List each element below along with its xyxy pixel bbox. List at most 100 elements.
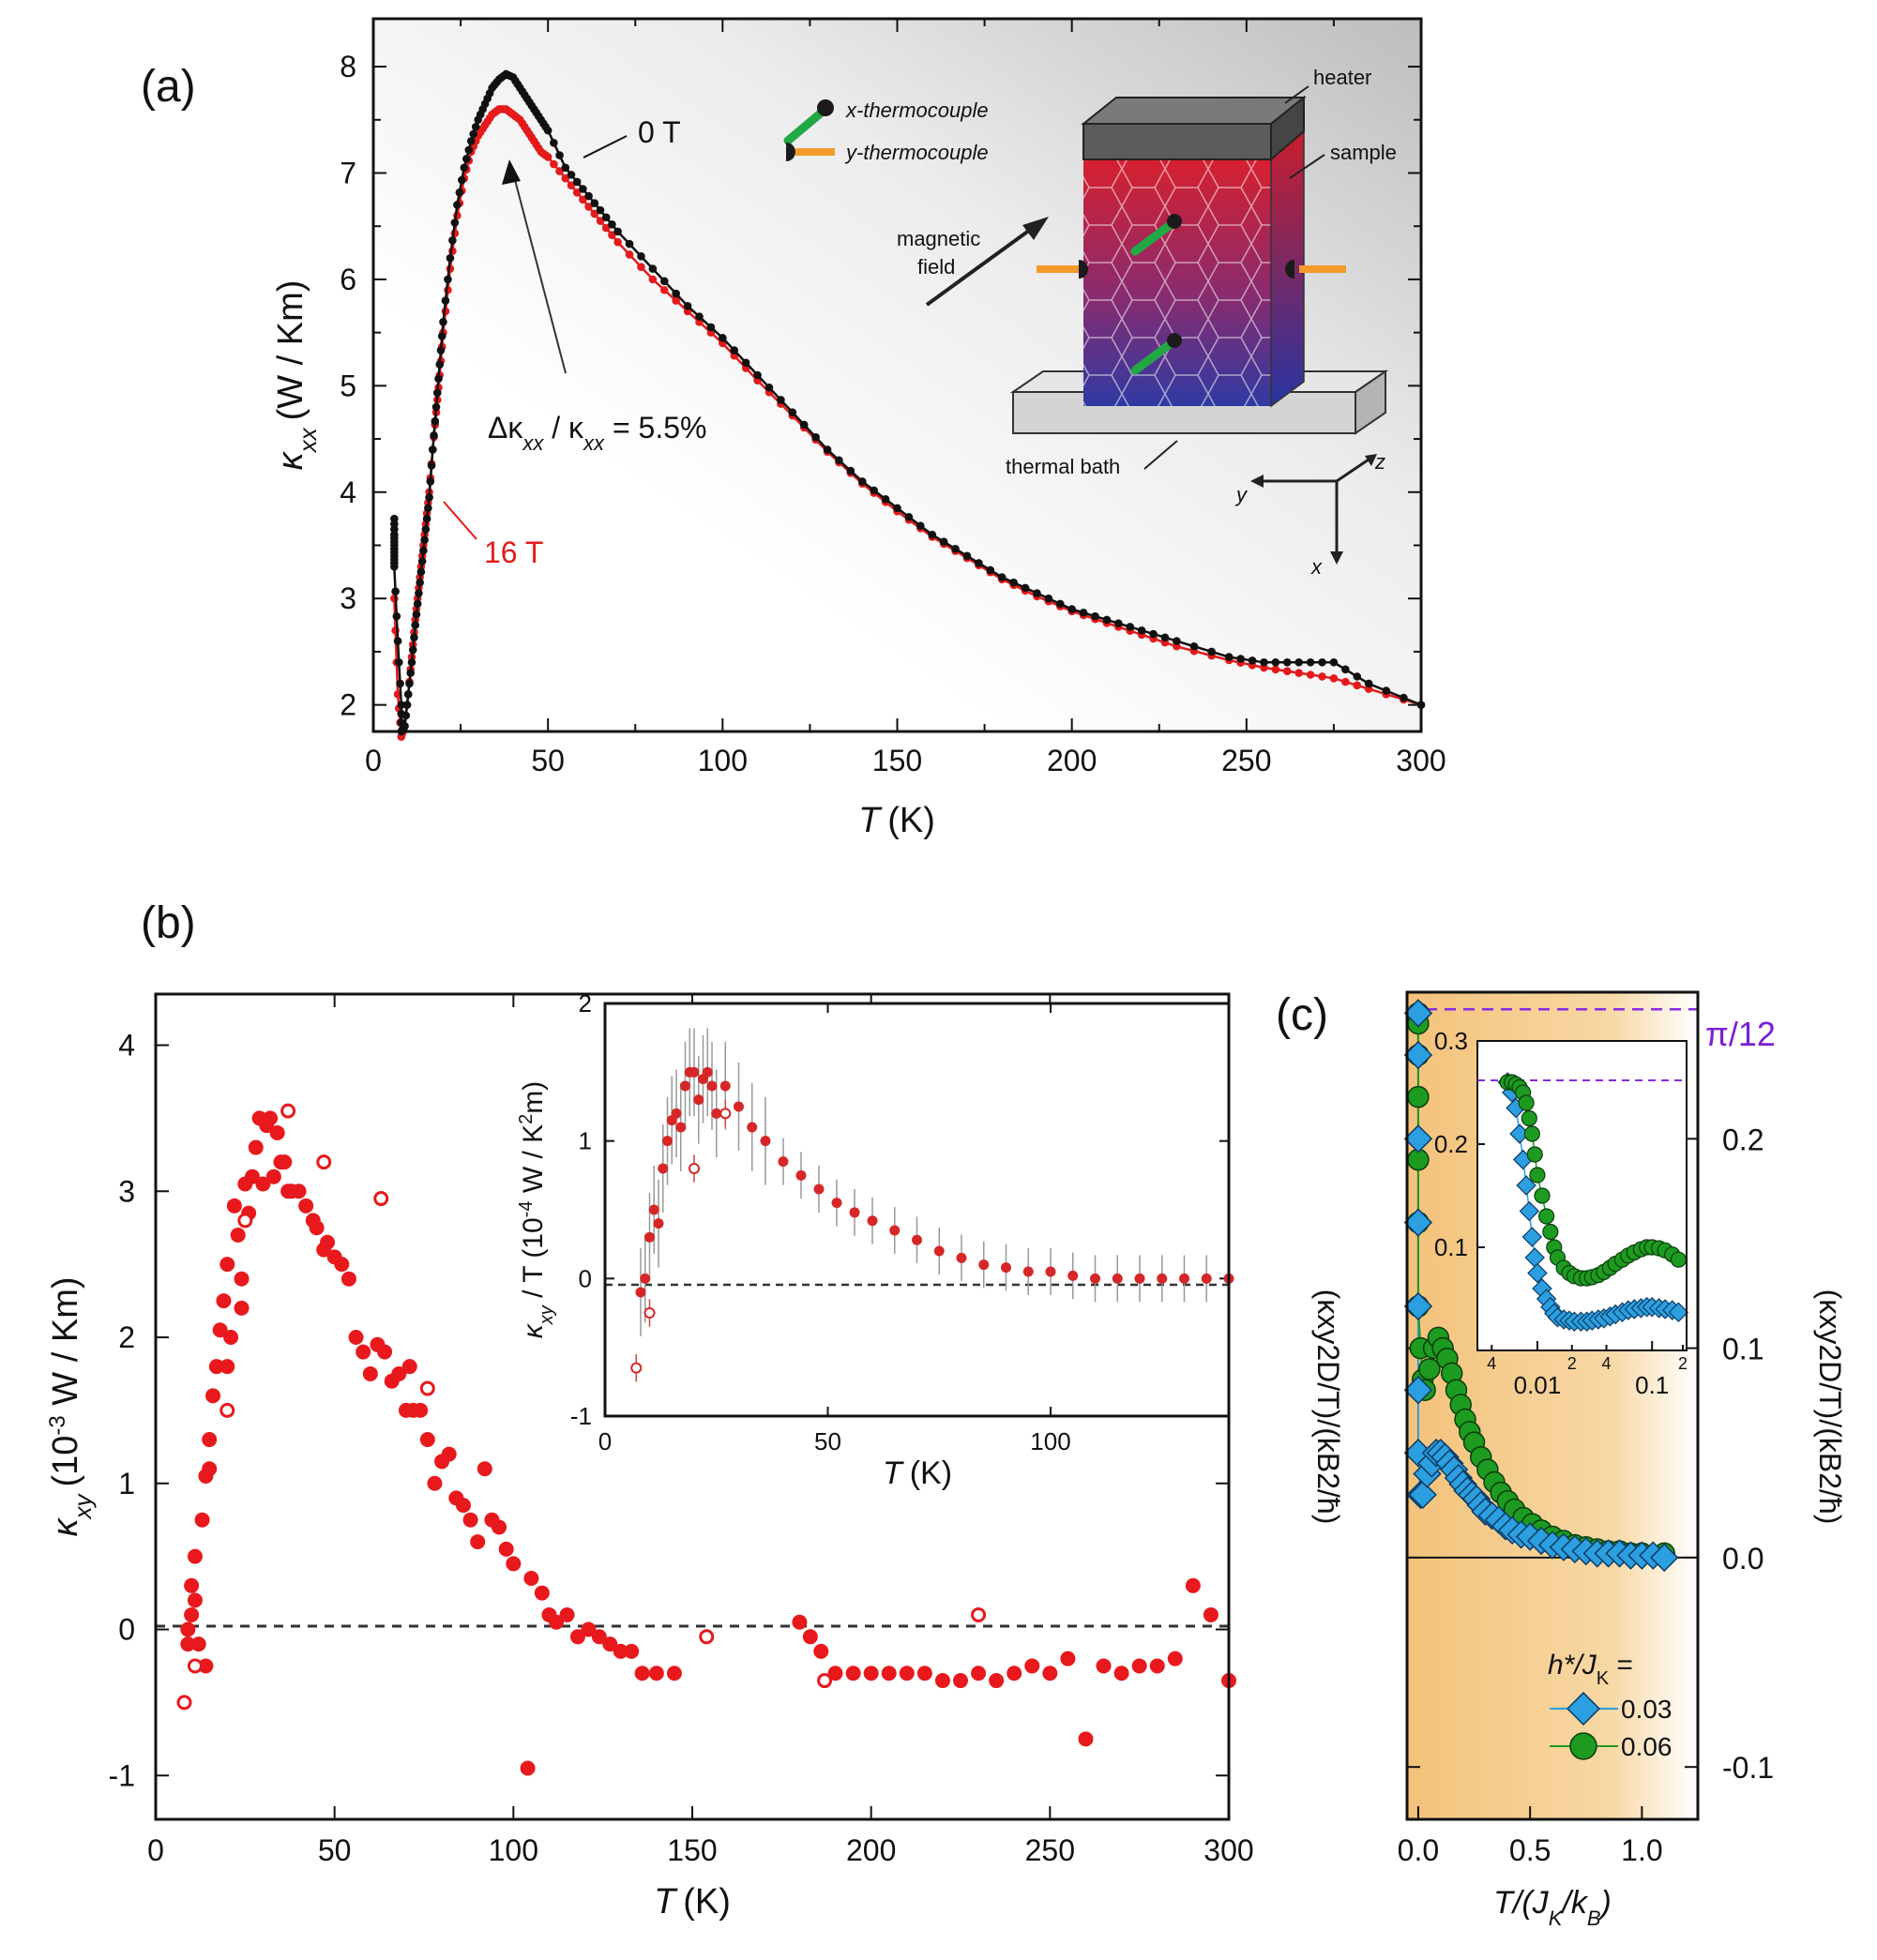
c-point-0.06 — [1418, 1358, 1441, 1380]
panel-a-ylabel-unit: (W / Km) — [271, 280, 310, 421]
ci-point-0.03 — [1527, 1262, 1548, 1284]
sample-label: sample — [1330, 141, 1397, 164]
a-point-0T — [1189, 641, 1199, 651]
b-point-filled — [263, 1110, 279, 1126]
axis-y-label: y — [1234, 483, 1249, 506]
a-point-0T — [1341, 665, 1350, 674]
axis-y-arrowhead — [1250, 475, 1264, 488]
b-point-open — [373, 1191, 389, 1207]
bi-point-filled — [1045, 1266, 1056, 1277]
label-16T: 16 T — [484, 535, 543, 569]
pi-over-12-label: π/12 — [1705, 1015, 1776, 1053]
a-point-0T — [550, 139, 558, 147]
b-xtick-label-4: 200 — [846, 1833, 896, 1867]
legend-marker-0.03 — [1566, 1691, 1601, 1726]
b-point-open — [187, 1658, 203, 1674]
panel-a-ticks — [372, 19, 1422, 731]
b-point-open — [237, 1213, 253, 1229]
b-point-filled — [223, 1330, 239, 1346]
label-0T-pointer — [583, 135, 628, 158]
axis-z-arrowhead — [1365, 454, 1377, 466]
bi-point-open — [630, 1362, 643, 1374]
a-point-16T — [659, 285, 669, 294]
bi-point-filled — [702, 1066, 713, 1078]
ci-ytick-label-0: 0.1 — [1434, 1233, 1468, 1261]
panel-b-label: (b) — [141, 898, 196, 948]
b-point-filled — [666, 1666, 682, 1681]
a-point-0T — [683, 301, 692, 310]
b-point-filled — [613, 1643, 628, 1659]
panel-c-frame — [1405, 990, 1700, 1821]
a-point-0T — [916, 521, 925, 530]
a-point-0T — [439, 317, 447, 326]
heater-top — [1081, 97, 1307, 125]
b-point-filled — [506, 1556, 522, 1572]
bi-point-filled — [747, 1122, 758, 1133]
b-point-filled — [1131, 1658, 1147, 1674]
a-xtick-label-0: 0 — [365, 744, 382, 777]
a-ytick-label-3: 5 — [340, 369, 356, 402]
a-point-16T — [572, 188, 582, 197]
b-point-filled — [216, 1293, 232, 1309]
bi-point-filled — [1157, 1273, 1168, 1284]
a-point-0T — [1009, 578, 1018, 587]
b-point-filled — [591, 1629, 607, 1645]
ci-point-0.06 — [1526, 1146, 1543, 1163]
panel-a-xlabel-var: T — [858, 801, 883, 840]
magnetic-field-arrow — [925, 223, 1038, 307]
a-point-0T — [1382, 686, 1391, 695]
delta-arrowhead — [502, 159, 521, 185]
y-thermocouple-left-tip — [1079, 260, 1088, 279]
a-point-16T — [1341, 677, 1350, 686]
a-point-0T — [997, 573, 1007, 581]
a-point-0T — [1114, 619, 1123, 627]
bi-point-filled — [653, 1218, 664, 1229]
label-16T-pointer — [443, 501, 477, 540]
ci-point-0.03 — [1516, 1175, 1536, 1196]
a-point-0T — [411, 621, 419, 629]
b-point-filled — [265, 1168, 281, 1184]
a-point-0T — [1102, 615, 1112, 625]
b-point-filled — [198, 1658, 214, 1674]
a-point-0T — [448, 236, 457, 245]
a-point-0T — [416, 567, 426, 577]
a-point-0T — [431, 416, 440, 426]
a-point-0T — [426, 477, 435, 486]
b-ytick-label-5: 4 — [118, 1029, 135, 1063]
bi-point-filled — [1022, 1266, 1034, 1277]
a-point-0T — [410, 633, 418, 642]
b-point-filled — [1185, 1577, 1201, 1593]
a-point-0T — [1044, 594, 1053, 603]
panel-c-xlabel-a: T/(J — [1493, 1885, 1550, 1921]
b-point-filled — [248, 1139, 264, 1155]
legend-title: h*/JK = — [1548, 1650, 1633, 1689]
a-point-0T — [1306, 657, 1315, 667]
a-point-0T — [1248, 656, 1257, 665]
c-point-0.03 — [1408, 1480, 1437, 1510]
a-point-0T — [672, 289, 680, 298]
b-point-open — [817, 1673, 833, 1689]
a-point-16T — [584, 203, 593, 211]
a-point-16T — [1329, 673, 1339, 683]
x-thermocouple-bottom — [1130, 338, 1177, 375]
a-point-0T — [584, 191, 593, 201]
a-point-16T — [1353, 681, 1362, 690]
a-ytick-label-4: 6 — [340, 263, 356, 296]
a-point-16T — [608, 231, 616, 239]
legend-x-thermocouple-tip — [817, 99, 834, 116]
panel-c-xlabel-sub2: B — [1587, 1907, 1601, 1930]
axis-z-line — [1336, 456, 1372, 483]
a-point-0T — [393, 637, 402, 645]
bi-point-filled — [1090, 1273, 1100, 1284]
bi-ytick-label-2: 1 — [579, 1127, 592, 1155]
b-point-filled — [187, 1548, 203, 1564]
legend-label-0.06: 0.06 — [1621, 1732, 1673, 1761]
b-point-filled — [899, 1666, 915, 1681]
b-point-filled — [989, 1673, 1005, 1689]
panel-b-inset-ylabel-end2: m) — [518, 1081, 549, 1114]
bi-point-filled — [711, 1108, 722, 1119]
b-point-filled — [498, 1541, 514, 1557]
b-point-filled — [234, 1300, 250, 1316]
panel-c-xlabel-sub1: K — [1549, 1907, 1564, 1930]
